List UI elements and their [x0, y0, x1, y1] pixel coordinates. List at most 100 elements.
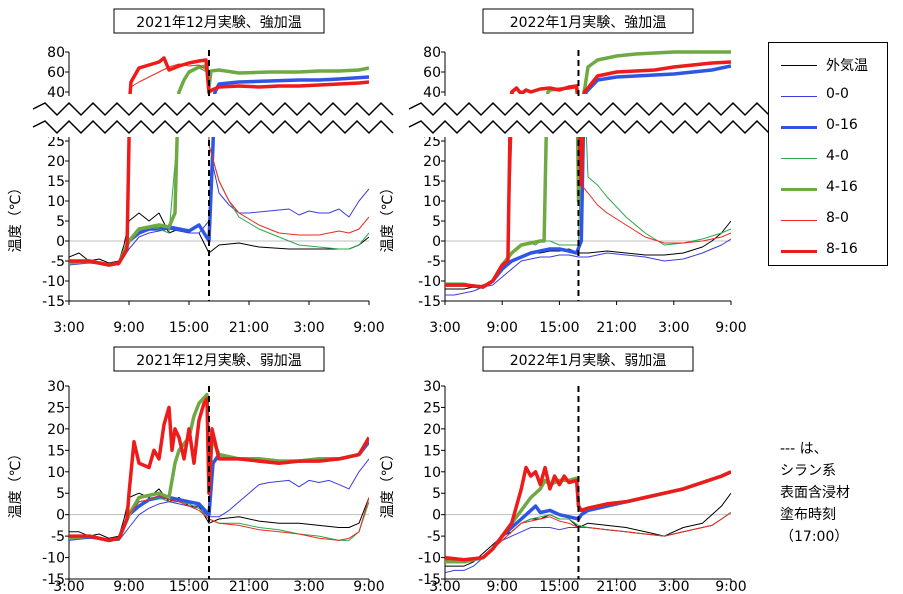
- series-line: [445, 133, 586, 289]
- y-tick-label: 15: [47, 174, 65, 190]
- x-tick-label: 15:00: [169, 320, 209, 336]
- x-tick-label: 3:00: [658, 579, 689, 594]
- legend-label: 8-0: [826, 210, 849, 226]
- y-tick-label: -15: [418, 294, 441, 310]
- x-tick-label: 3:00: [293, 320, 324, 336]
- chart-title-box: [482, 8, 694, 34]
- y-tick-label: 0: [56, 234, 65, 250]
- y-axis-label: 温度（℃）: [380, 181, 396, 253]
- y-tick-label: 5: [56, 486, 65, 502]
- axis-break-zigzag: [32, 101, 394, 117]
- y-tick-label: -5: [51, 254, 65, 270]
- series-line: [445, 238, 731, 296]
- legend-swatch: [781, 188, 817, 191]
- y-tick-label: 20: [47, 154, 65, 170]
- note-line: （17:00）: [780, 529, 849, 545]
- y-tick-label: 80: [423, 45, 441, 61]
- legend-label: 4-16: [826, 179, 858, 195]
- y-tick-label: 30: [47, 379, 65, 395]
- application-time-note: --- は、 シラン系表面含浸材塗布時刻 （17:00）: [780, 438, 850, 548]
- x-tick-label: 9:00: [715, 320, 746, 336]
- chart-title: 2021年12月実験、弱加温: [136, 353, 301, 369]
- series-line: [445, 470, 731, 564]
- y-tick-label: -5: [427, 254, 441, 270]
- legend-label: 外気温: [826, 58, 868, 74]
- x-tick-label: 9:00: [353, 320, 384, 336]
- series-line: [69, 494, 369, 541]
- legend-item: 0-16: [769, 116, 889, 138]
- y-tick-label: -10: [418, 274, 441, 290]
- x-tick-label: 21:00: [229, 579, 269, 594]
- y-tick-label: -15: [42, 294, 65, 310]
- legend-label: 0-0: [826, 86, 849, 102]
- series-line: [69, 397, 369, 543]
- legend-swatch: [781, 126, 817, 129]
- series-line: [583, 64, 731, 94]
- x-tick-label: 21:00: [596, 320, 636, 336]
- note-line: 表面含浸材: [780, 485, 850, 501]
- legend-label: 0-16: [826, 117, 858, 133]
- y-tick-label: 10: [423, 194, 441, 210]
- y-tick-label: 60: [47, 65, 65, 81]
- series-group: [69, 133, 369, 267]
- note-line: 塗布時刻: [780, 507, 836, 523]
- y-axis-label: 温度（℃）: [8, 181, 24, 253]
- axis-break-zigzag: [32, 119, 394, 135]
- y-tick-label: 20: [423, 154, 441, 170]
- series-line: [445, 470, 731, 564]
- series-group: [128, 56, 369, 94]
- chart-title-box: [113, 8, 325, 34]
- series-group: [509, 50, 731, 94]
- series-line: [445, 512, 731, 574]
- chart-title-box: [482, 346, 694, 372]
- series-line: [445, 133, 584, 289]
- legend-item: 8-16: [769, 240, 889, 262]
- series-line: [69, 488, 369, 539]
- x-tick-label: 15:00: [539, 320, 579, 336]
- series-line: [445, 220, 731, 290]
- axis-break-zigzag: [408, 119, 770, 135]
- chart-title: 2021年12月実験、強加温: [136, 15, 301, 31]
- series-group: [445, 465, 731, 574]
- x-tick-label: 21:00: [596, 579, 636, 594]
- legend-item: 0-0: [769, 85, 889, 107]
- y-tick-label: 40: [47, 85, 65, 101]
- series-line: [69, 160, 369, 266]
- x-tick-label: 9:00: [113, 320, 144, 336]
- legend-swatch: [781, 220, 817, 221]
- series-line: [69, 212, 369, 264]
- series-line: [69, 458, 369, 541]
- y-tick-label: 25: [423, 400, 441, 416]
- legend-item: 外気温: [769, 54, 889, 76]
- y-tick-label: -15: [42, 572, 65, 588]
- chart-title-box: [113, 346, 325, 372]
- x-tick-label: 9:00: [113, 579, 144, 594]
- legend-item: 4-16: [769, 178, 889, 200]
- legend-label: 4-0: [826, 148, 849, 164]
- x-tick-label: 9:00: [353, 579, 384, 594]
- legend: 外気温 0-0 0-16 4-0 4-16 8-0 8-16: [768, 42, 888, 266]
- y-tick-label: 10: [47, 465, 65, 481]
- y-tick-label: 15: [47, 443, 65, 459]
- y-tick-label: 15: [423, 443, 441, 459]
- series-line: [128, 56, 369, 94]
- y-tick-label: 60: [423, 65, 441, 81]
- y-tick-label: -10: [42, 551, 65, 567]
- y-tick-label: 5: [432, 214, 441, 230]
- x-tick-label: 9:00: [486, 320, 517, 336]
- note-line: シラン系: [780, 463, 836, 479]
- x-tick-label: 9:00: [486, 579, 517, 594]
- legend-swatch: [781, 158, 817, 159]
- chart-panel: 2022年1月実験、弱加温温度（℃）302520151050-5-10-153:…: [380, 346, 747, 594]
- note-line: --- は、: [780, 441, 828, 457]
- y-tick-label: 80: [47, 45, 65, 61]
- y-tick-label: 15: [423, 174, 441, 190]
- x-tick-label: 9:00: [715, 579, 746, 594]
- y-tick-label: -15: [418, 572, 441, 588]
- x-tick-label: 3:00: [658, 320, 689, 336]
- axis-break-zigzag: [408, 101, 770, 117]
- chart-title: 2022年1月実験、強加温: [510, 15, 667, 31]
